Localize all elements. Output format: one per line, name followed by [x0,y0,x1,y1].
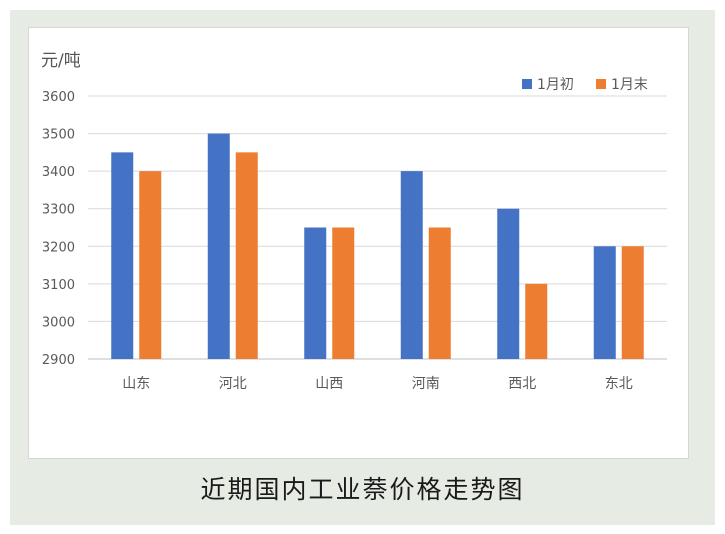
x-tick-label: 山西 [315,376,343,392]
bar-series2 [235,152,258,359]
gridlines [88,95,667,360]
legend: 1月初 1月末 [522,76,648,93]
y-tick-label: 3400 [42,165,75,180]
y-tick-labels: 2900 3000 3100 3200 3300 3400 3500 3600 [42,90,75,368]
bar-series1 [497,208,520,359]
y-tick-label: 3100 [42,278,75,293]
bar-series2 [139,171,162,359]
bar-series1 [400,171,423,359]
bar-series1 [207,133,230,359]
x-tick-label: 西北 [508,376,536,392]
bar-series2 [332,227,355,359]
y-tick-label: 3500 [42,128,75,143]
bar-series1 [111,152,134,359]
y-tick-label: 3600 [42,90,75,105]
bar-series2 [525,283,548,359]
legend-label: 1月初 [537,76,574,93]
bar-series2 [621,246,644,359]
x-tick-labels: 山东 河北 山西 河南 西北 东北 [122,376,633,392]
legend-swatch [596,79,606,89]
x-tick-label: 河北 [219,376,247,392]
y-tick-label: 3200 [42,240,75,255]
y-tick-label: 3300 [42,203,75,218]
y-tick-label: 2900 [42,353,75,368]
legend-swatch [522,79,532,89]
y-tick-label: 3000 [42,315,75,330]
chart-panel [28,27,689,459]
x-tick-label: 河南 [412,376,440,392]
x-tick-label: 东北 [605,376,633,392]
bar-series2 [428,227,451,359]
bars [111,133,644,359]
figure-caption: 近期国内工业萘价格走势图 [200,475,525,504]
bar-series1 [304,227,327,359]
y-axis-label: 元/吨 [41,51,81,71]
legend-label: 1月末 [611,77,648,93]
bar-series1 [593,246,616,359]
x-tick-label: 山东 [122,376,150,392]
